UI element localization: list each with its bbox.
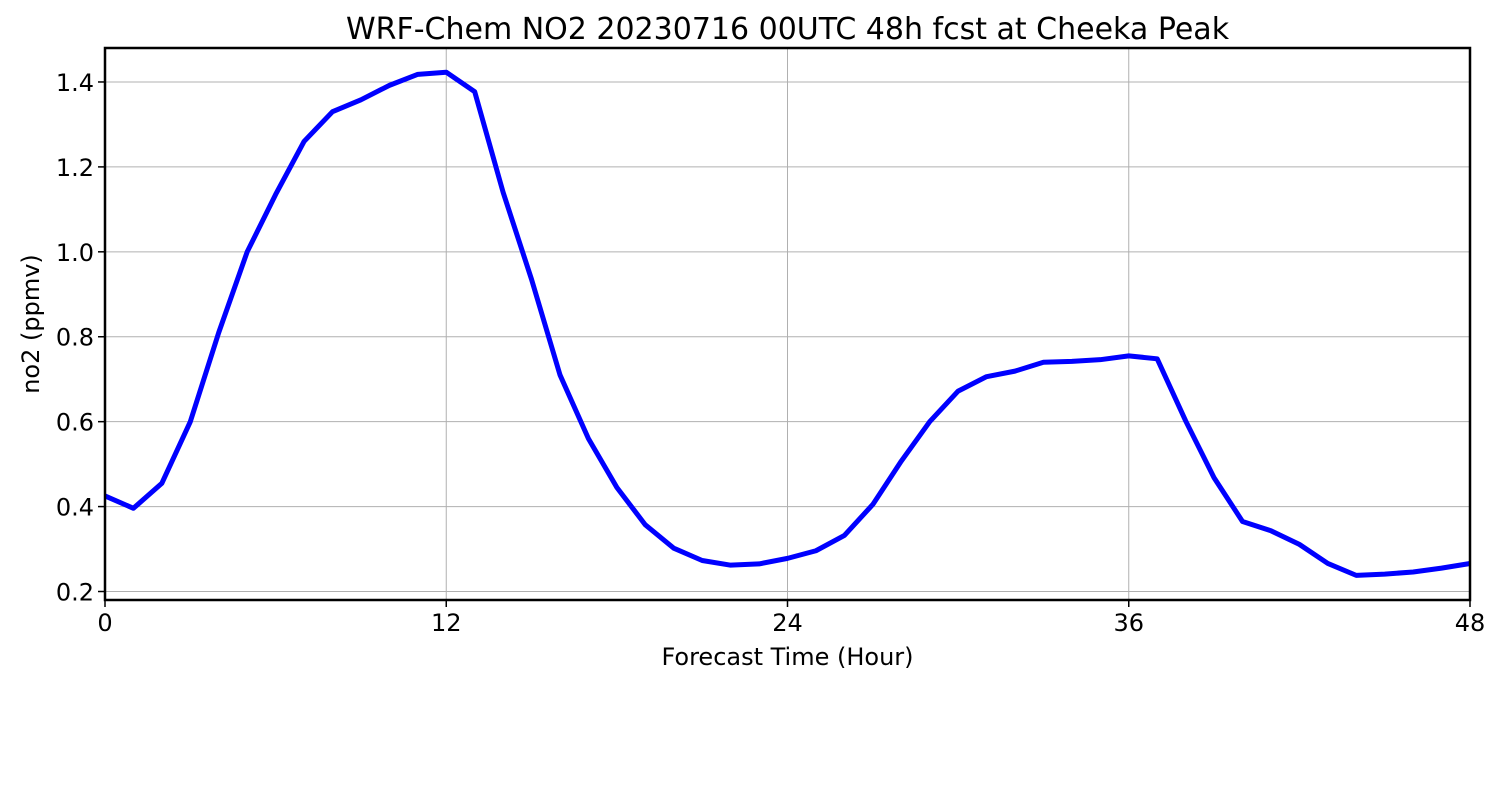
y-tick-label: 0.2 [56, 579, 94, 607]
y-tick-label: 0.6 [56, 409, 94, 437]
series-layer [104, 69, 1471, 578]
y-tick-label: 1.4 [56, 69, 94, 97]
y-axis-label: no2 (ppmv) [17, 254, 45, 394]
x-tick-label: 36 [1113, 609, 1144, 637]
series-line [104, 69, 1471, 578]
x-tick-label: 24 [772, 609, 803, 637]
y-tick-label: 1.0 [56, 239, 94, 267]
y-tick-label: 1.2 [56, 154, 94, 182]
x-tick-label: 0 [97, 609, 112, 637]
x-tick-label: 48 [1455, 609, 1486, 637]
y-tick-label: 0.8 [56, 324, 94, 352]
x-tick-label: 12 [431, 609, 462, 637]
y-tick-label: 0.4 [56, 494, 94, 522]
x-axis-label: Forecast Time (Hour) [661, 643, 913, 671]
ticks: 0 12 24 36 48 0.2 0.4 0.6 0.8 1.0 1.2 1.4 [56, 69, 1485, 637]
chart-title: WRF-Chem NO2 20230716 00UTC 48h fcst at … [346, 12, 1230, 47]
